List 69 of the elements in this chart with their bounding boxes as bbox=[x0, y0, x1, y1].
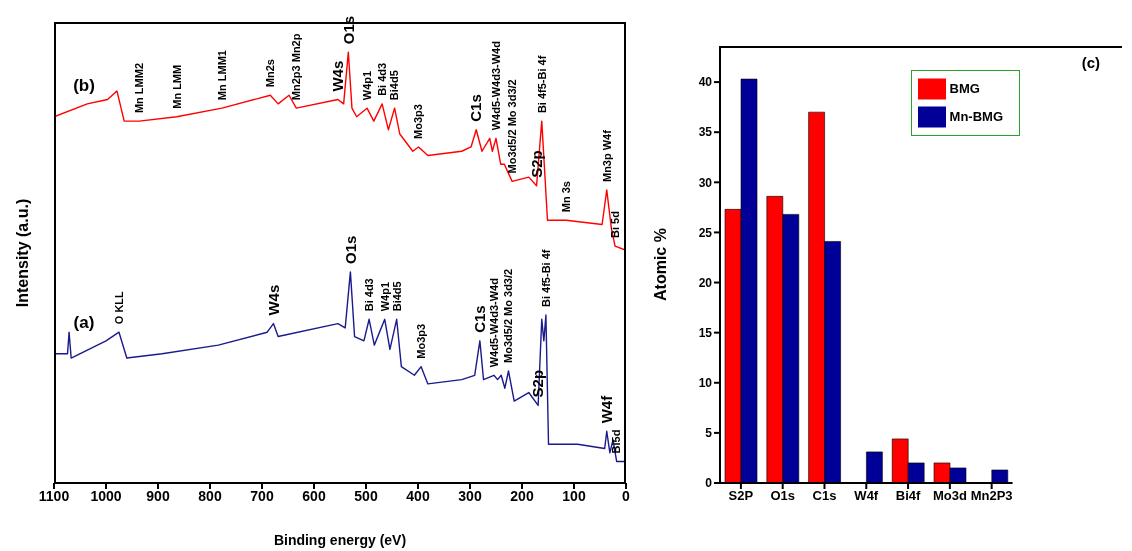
x-tick-label: 300 bbox=[458, 487, 482, 504]
annotation: W4d5-W4d3-W4d bbox=[487, 278, 500, 368]
x-tick-label: 700 bbox=[250, 487, 274, 504]
annotation: S2p bbox=[527, 150, 545, 178]
x-tick-label: 400 bbox=[406, 487, 430, 504]
y-axis-title: Intensity (a.u.) bbox=[14, 198, 32, 307]
text: (c) bbox=[1081, 54, 1100, 71]
annotation: Mo3p3 bbox=[412, 104, 425, 139]
annotation: O KLL bbox=[112, 290, 125, 325]
annotation: Mo3p3 bbox=[414, 323, 427, 359]
annotation: Mn2s bbox=[264, 59, 277, 88]
annotation: Mn LMM2 bbox=[133, 62, 146, 114]
annotation: Bi 4f5-Bi 4f bbox=[535, 55, 548, 114]
annotation: S2p bbox=[529, 369, 547, 398]
annotation: Bi 4d3 bbox=[375, 62, 388, 96]
annotation: Bi 5d bbox=[608, 211, 621, 239]
annotation: Bi4d5 bbox=[390, 281, 403, 312]
annotation: W4s bbox=[329, 60, 347, 92]
annotation: Bi4d5 bbox=[388, 70, 401, 101]
y-tick-label: 40 bbox=[698, 75, 713, 90]
annotation: Mo3d5/2 Mo 3d3/2 bbox=[505, 79, 518, 174]
x-tick-label: Mn2P3 bbox=[970, 488, 1013, 504]
x-tick-label: 600 bbox=[302, 487, 326, 504]
annotation: Mo3d5/2 Mo 3d3/2 bbox=[502, 268, 515, 363]
legend-label: Mn-BMG bbox=[949, 109, 1003, 125]
annotation: W4f bbox=[598, 394, 616, 424]
annotation: Bi5d bbox=[610, 429, 623, 454]
x-tick-label: Mo3d bbox=[932, 488, 967, 504]
annotation: O1s bbox=[341, 235, 359, 264]
annotation: Mn 3s bbox=[560, 181, 573, 213]
annotation: Mn3p W4f bbox=[600, 129, 613, 183]
annotation: W4p1 bbox=[360, 70, 373, 101]
x-tick-label: W4f bbox=[854, 488, 879, 504]
y-tick-label: 25 bbox=[698, 225, 713, 240]
x-tick-label: 100 bbox=[562, 487, 586, 504]
annotation: Mn LMM1 bbox=[215, 50, 228, 101]
x-tick-label: 0 bbox=[622, 487, 631, 504]
y-tick-label: 30 bbox=[698, 175, 713, 190]
legend-label: BMG bbox=[949, 81, 980, 97]
x-tick-label: 500 bbox=[354, 487, 378, 504]
y-tick-label: 10 bbox=[698, 376, 713, 391]
x-tick-label: C1s bbox=[812, 488, 837, 504]
y-axis-title: Atomic % bbox=[651, 228, 669, 301]
x-tick-label: 1100 bbox=[38, 487, 70, 504]
annotation: Bi 4f5-Bi 4f bbox=[539, 249, 552, 307]
y-tick-label: 20 bbox=[698, 275, 713, 290]
annotation: O1s bbox=[339, 15, 357, 45]
annotation: Mn LMM bbox=[170, 64, 183, 109]
x-tick-label: 800 bbox=[198, 487, 222, 504]
y-tick-label: 35 bbox=[698, 125, 713, 140]
x-tick-label: 1000 bbox=[90, 487, 122, 504]
annotation: W4d5-W4d3-W4d bbox=[489, 41, 502, 131]
series-label: (a) bbox=[73, 312, 95, 332]
x-tick-label: S2P bbox=[728, 488, 754, 504]
annotation: C1s bbox=[471, 305, 489, 333]
annotation: C1s bbox=[467, 94, 485, 122]
x-axis-title: Binding energy (eV) bbox=[273, 532, 407, 548]
x-tick-label: 200 bbox=[510, 487, 534, 504]
annotation: W4p1 bbox=[378, 281, 391, 312]
series-label: (b) bbox=[73, 75, 95, 95]
x-tick-label: 900 bbox=[146, 487, 170, 504]
y-tick-label: 15 bbox=[698, 325, 713, 340]
annotation: Mn2p3 Mn2p bbox=[290, 33, 303, 101]
y-tick-label: 0 bbox=[705, 476, 713, 491]
annotation: Bi 4d3 bbox=[362, 278, 375, 312]
x-tick-label: Bi4f bbox=[895, 488, 922, 504]
annotation: W4s bbox=[264, 284, 282, 316]
x-tick-label: O1s bbox=[770, 488, 795, 504]
y-tick-label: 5 bbox=[705, 426, 713, 441]
